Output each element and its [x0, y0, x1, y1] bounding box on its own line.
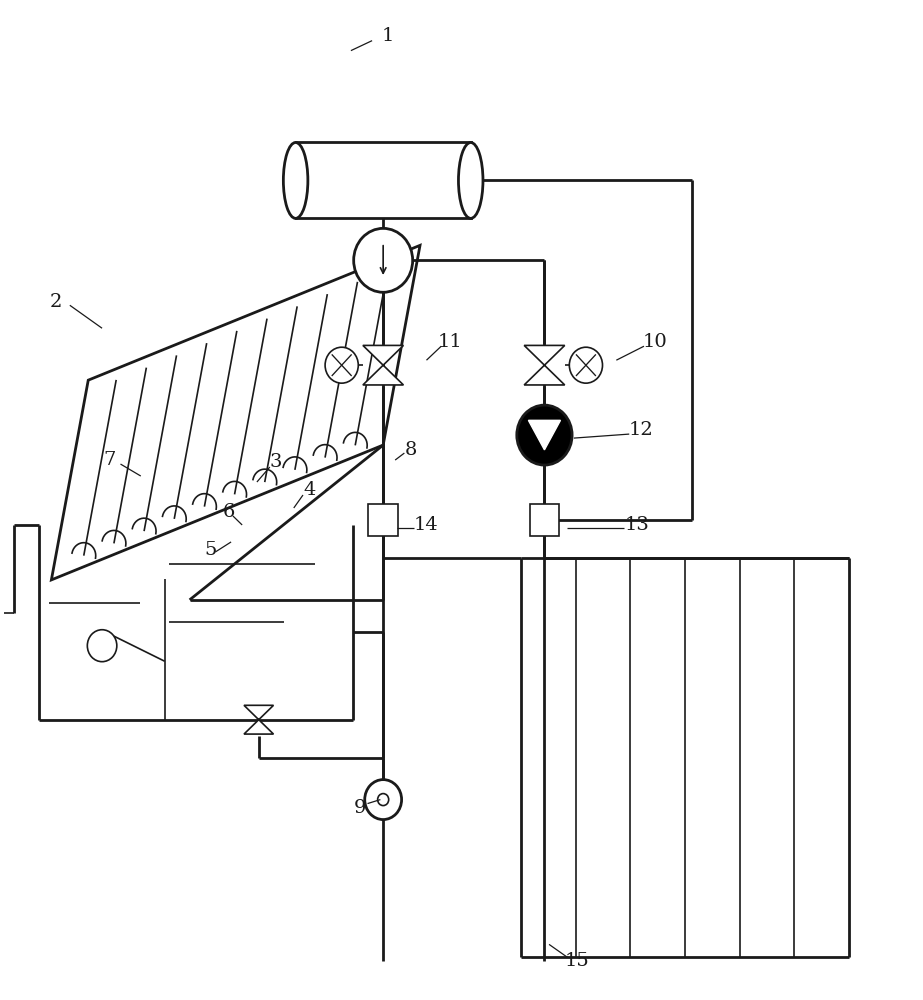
Circle shape — [354, 228, 413, 292]
Polygon shape — [244, 705, 273, 734]
Circle shape — [365, 780, 402, 820]
Polygon shape — [52, 245, 420, 580]
Text: 11: 11 — [438, 333, 462, 351]
Circle shape — [88, 630, 117, 662]
Polygon shape — [524, 345, 565, 385]
Text: 6: 6 — [223, 503, 235, 521]
Text: 9: 9 — [354, 799, 366, 817]
Text: 5: 5 — [205, 541, 217, 559]
Text: 8: 8 — [404, 441, 417, 459]
Text: 14: 14 — [414, 516, 438, 534]
Text: 2: 2 — [50, 293, 62, 311]
Text: 4: 4 — [304, 481, 316, 499]
Circle shape — [569, 347, 603, 383]
Text: 7: 7 — [103, 451, 115, 469]
Bar — [368, 504, 398, 536]
Text: 1: 1 — [381, 27, 394, 45]
Text: 13: 13 — [624, 516, 649, 534]
Ellipse shape — [283, 142, 308, 218]
Ellipse shape — [459, 142, 483, 218]
Bar — [530, 504, 559, 536]
Polygon shape — [363, 345, 403, 385]
Text: 3: 3 — [270, 453, 282, 471]
Polygon shape — [528, 420, 560, 450]
Circle shape — [325, 347, 358, 383]
Text: 12: 12 — [629, 421, 653, 439]
Circle shape — [378, 794, 389, 806]
Text: 15: 15 — [564, 952, 589, 970]
Bar — [295, 142, 471, 218]
Circle shape — [517, 405, 572, 465]
Text: 10: 10 — [642, 333, 667, 351]
